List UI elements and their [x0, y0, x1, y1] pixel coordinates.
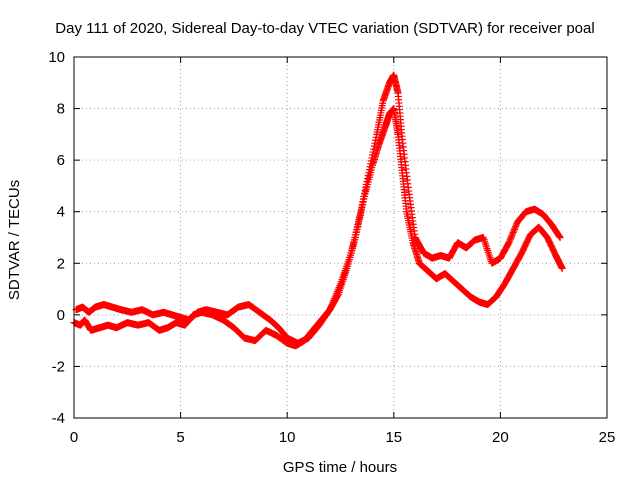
y-axis-label: SDTVAR / TECUs	[6, 180, 23, 300]
data-point	[367, 157, 375, 165]
x-tick-label: 0	[70, 429, 78, 446]
data-point	[482, 243, 490, 251]
x-tick-label: 20	[492, 429, 509, 446]
data-point	[484, 248, 492, 256]
x-tick-label: 10	[279, 429, 296, 446]
data-point	[511, 224, 519, 232]
data-point	[368, 151, 376, 159]
y-tick-label: 4	[57, 204, 65, 221]
data-point	[364, 172, 372, 180]
data-point	[358, 204, 366, 212]
data-point	[362, 180, 370, 188]
data-point	[485, 252, 493, 260]
y-tick-label: -2	[52, 358, 65, 375]
data-point	[359, 195, 367, 203]
y-tick-label: -4	[52, 410, 65, 427]
data-point	[509, 230, 517, 238]
data-point	[362, 183, 370, 191]
y-tick-label: 8	[57, 101, 65, 118]
data-point	[512, 222, 520, 230]
data-point	[367, 160, 375, 168]
data-point	[510, 227, 518, 235]
data-point	[510, 225, 518, 233]
x-tick-label: 5	[176, 429, 184, 446]
data-point	[558, 264, 566, 272]
data-point	[484, 246, 492, 254]
data-point	[359, 198, 367, 206]
y-tick-label: 10	[48, 49, 65, 66]
data-point	[482, 241, 490, 249]
data-point	[483, 245, 491, 253]
data-point	[361, 186, 369, 194]
plot-frame	[73, 56, 608, 419]
data-point	[508, 231, 516, 239]
data-point	[509, 228, 517, 236]
series-b	[72, 71, 564, 347]
data-point	[361, 189, 369, 197]
data-point	[368, 154, 376, 162]
data-point	[360, 192, 368, 200]
data-point	[555, 233, 563, 241]
data-point	[370, 145, 378, 153]
data-point	[512, 221, 520, 229]
data-point	[485, 250, 493, 258]
data-point	[370, 142, 378, 150]
x-axis-label: GPS time / hours	[283, 459, 397, 476]
data-points	[70, 71, 566, 350]
x-tick-label: 15	[385, 429, 402, 446]
data-point	[372, 133, 380, 141]
axis-ticks: 0 5 10 15 20 25 -4 -2 0 2 4 6 8 10	[48, 49, 615, 446]
data-point	[366, 163, 374, 171]
chart-title: Day 111 of 2020, Sidereal Day-to-day VTE…	[55, 20, 594, 37]
data-point	[358, 201, 366, 209]
data-point	[365, 166, 373, 174]
data-point	[507, 234, 515, 242]
y-tick-label: 0	[57, 307, 65, 324]
data-point	[365, 169, 373, 177]
data-point	[371, 139, 379, 147]
data-point	[369, 148, 377, 156]
x-tick-label: 25	[599, 429, 616, 446]
data-point	[506, 236, 514, 244]
data-point	[556, 234, 564, 241]
y-tick-label: 6	[57, 152, 65, 169]
y-tick-label: 2	[57, 255, 65, 272]
data-point	[356, 210, 364, 218]
data-point	[372, 136, 380, 144]
data-point	[357, 207, 365, 215]
data-point	[364, 175, 372, 183]
data-point	[507, 233, 515, 241]
data-point	[506, 237, 514, 245]
grid	[74, 57, 607, 418]
data-point	[325, 307, 333, 315]
data-point	[363, 178, 371, 186]
data-point	[356, 213, 364, 221]
data-point	[505, 239, 513, 247]
